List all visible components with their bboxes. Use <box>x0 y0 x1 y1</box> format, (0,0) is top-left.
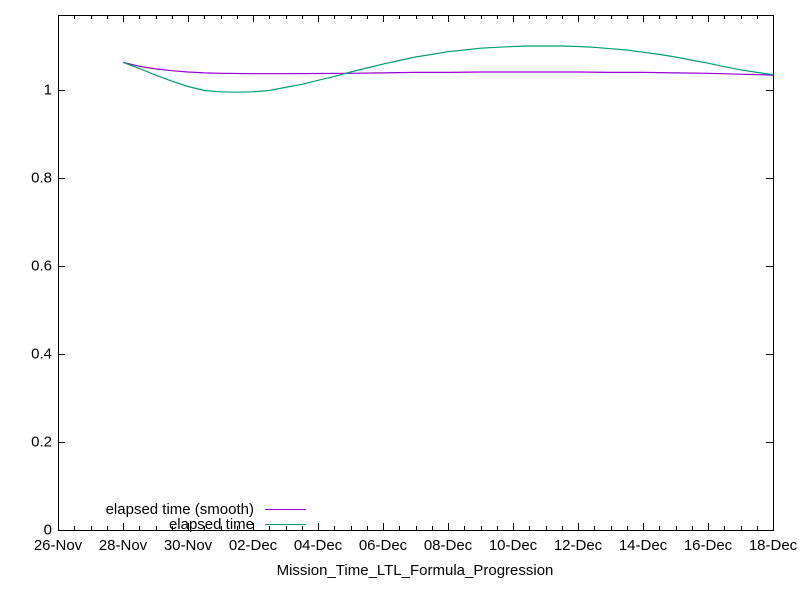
legend-label-elapsed: elapsed time <box>168 516 254 533</box>
x-tick-label: 14-Dec <box>618 537 668 554</box>
x-tick-label: 28-Nov <box>98 537 148 554</box>
legend-line-sample-smooth <box>265 509 306 510</box>
x-tick-label: 04-Dec <box>293 537 343 554</box>
x-axis-title: Mission_Time_LTL_Formula_Progression <box>276 562 554 579</box>
x-tick-label: 26-Nov <box>33 537 83 554</box>
x-tick-label: 12-Dec <box>553 537 603 554</box>
y-tick-label: 0.2 <box>31 433 52 451</box>
y-tick-label: 0.6 <box>31 257 52 275</box>
legend-item-elapsed: elapsed time <box>0 517 306 532</box>
x-tick-label: 18-Dec <box>748 537 798 554</box>
y-tick-label: 0 <box>43 521 52 539</box>
x-tick-label: 16-Dec <box>683 537 733 554</box>
plot-border <box>58 15 774 531</box>
legend: elapsed time (smooth) elapsed time <box>0 502 306 532</box>
x-tick-label: 30-Nov <box>163 537 213 554</box>
legend-item-smooth: elapsed time (smooth) <box>0 502 306 517</box>
y-tick-label: 1 <box>43 81 52 99</box>
legend-line-sample-elapsed <box>265 524 306 525</box>
x-tick-label: 06-Dec <box>358 537 408 554</box>
y-tick-label: 0.4 <box>31 345 52 363</box>
x-tick-label: 10-Dec <box>488 537 538 554</box>
series-line-elapsed <box>122 45 774 93</box>
x-tick-label: 08-Dec <box>423 537 473 554</box>
x-tick-label: 02-Dec <box>228 537 278 554</box>
series-line-smooth <box>122 61 774 76</box>
legend-label-smooth: elapsed time (smooth) <box>105 501 254 518</box>
y-tick-label: 0.8 <box>31 169 52 187</box>
